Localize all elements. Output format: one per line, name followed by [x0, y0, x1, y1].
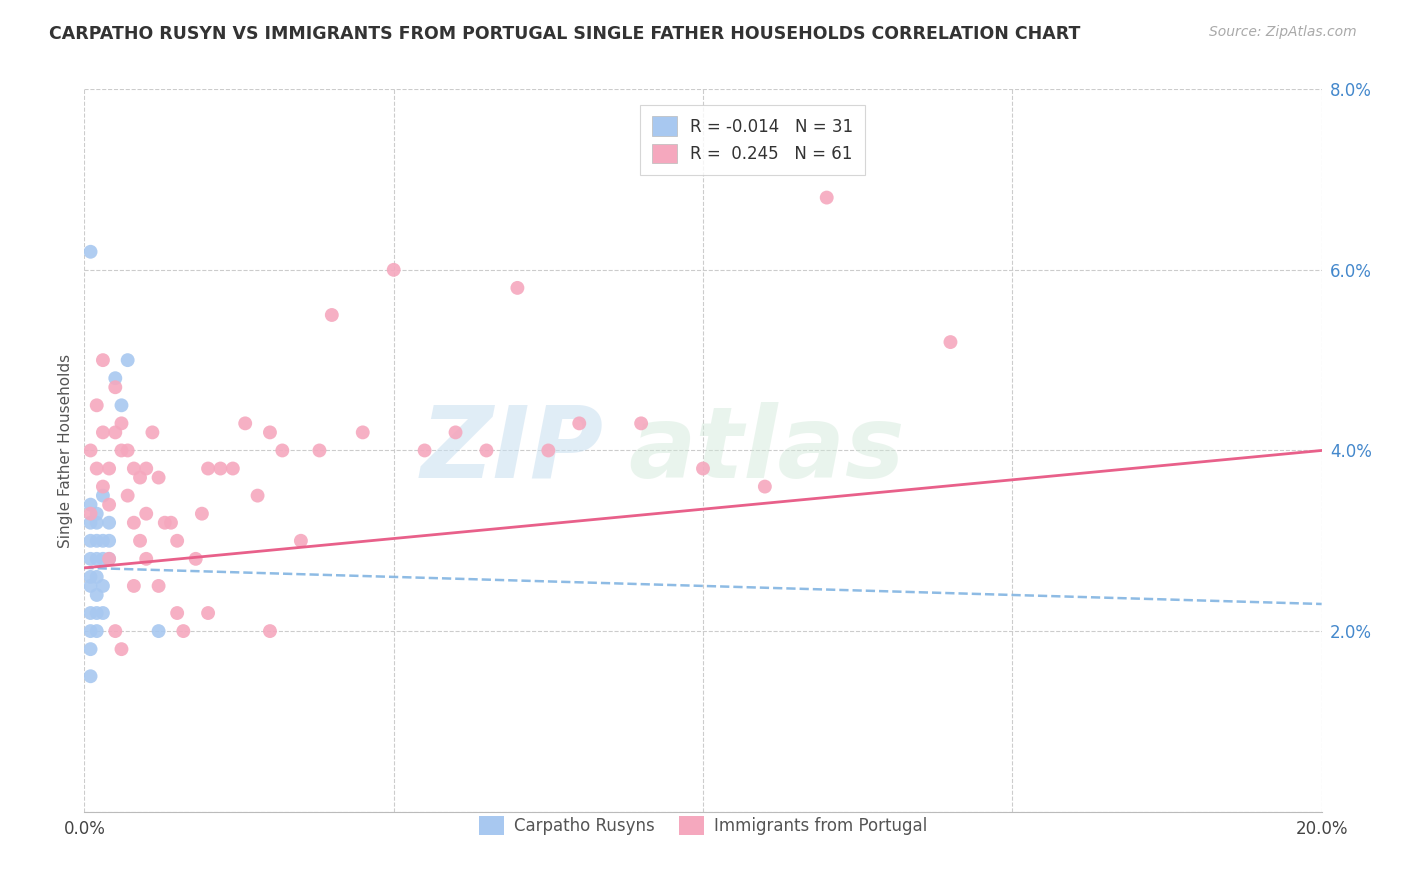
Point — [98, 461, 121, 475]
Point — [86, 588, 108, 602]
Point — [86, 507, 108, 521]
Point — [129, 533, 152, 548]
Point — [246, 489, 269, 503]
Point — [506, 281, 529, 295]
Point — [122, 461, 145, 475]
Point — [117, 489, 139, 503]
Point — [191, 507, 214, 521]
Point — [86, 516, 108, 530]
Point — [91, 606, 114, 620]
Point — [98, 498, 121, 512]
Point — [233, 417, 256, 431]
Point — [79, 498, 101, 512]
Point — [104, 425, 127, 440]
Legend: Carpatho Rusyns, Immigrants from Portugal: Carpatho Rusyns, Immigrants from Portuga… — [470, 807, 936, 843]
Point — [110, 642, 132, 657]
Point — [91, 425, 114, 440]
Point — [79, 516, 101, 530]
Point — [537, 443, 560, 458]
Point — [104, 624, 127, 639]
Point — [172, 624, 194, 639]
Point — [308, 443, 330, 458]
Point — [352, 425, 374, 440]
Point — [122, 579, 145, 593]
Point — [91, 533, 114, 548]
Point — [141, 425, 163, 440]
Point — [382, 262, 405, 277]
Point — [98, 533, 121, 548]
Point — [815, 190, 838, 204]
Point — [91, 579, 114, 593]
Point — [166, 606, 188, 620]
Point — [259, 425, 281, 440]
Text: ZIP: ZIP — [420, 402, 605, 499]
Point — [79, 606, 101, 620]
Point — [148, 579, 170, 593]
Point — [79, 551, 101, 566]
Point — [79, 642, 101, 657]
Point — [104, 380, 127, 394]
Point — [79, 244, 101, 259]
Point — [91, 489, 114, 503]
Point — [754, 480, 776, 494]
Point — [98, 551, 121, 566]
Point — [321, 308, 343, 322]
Point — [79, 624, 101, 639]
Point — [86, 570, 108, 584]
Point — [91, 551, 114, 566]
Point — [86, 606, 108, 620]
Point — [86, 551, 108, 566]
Point — [568, 417, 591, 431]
Text: CARPATHO RUSYN VS IMMIGRANTS FROM PORTUGAL SINGLE FATHER HOUSEHOLDS CORRELATION : CARPATHO RUSYN VS IMMIGRANTS FROM PORTUG… — [49, 25, 1081, 43]
Point — [413, 443, 436, 458]
Point — [86, 398, 108, 412]
Point — [79, 443, 101, 458]
Point — [135, 461, 157, 475]
Point — [475, 443, 498, 458]
Point — [98, 516, 121, 530]
Point — [290, 533, 312, 548]
Point — [86, 624, 108, 639]
Point — [197, 461, 219, 475]
Point — [184, 551, 207, 566]
Point — [79, 669, 101, 683]
Point — [110, 443, 132, 458]
Point — [148, 470, 170, 484]
Point — [135, 551, 157, 566]
Point — [79, 507, 101, 521]
Point — [86, 461, 108, 475]
Point — [129, 470, 152, 484]
Point — [197, 606, 219, 620]
Point — [148, 624, 170, 639]
Point — [259, 624, 281, 639]
Point — [630, 417, 652, 431]
Point — [444, 425, 467, 440]
Point — [939, 334, 962, 349]
Point — [692, 461, 714, 475]
Point — [79, 533, 101, 548]
Point — [122, 516, 145, 530]
Point — [79, 570, 101, 584]
Text: Source: ZipAtlas.com: Source: ZipAtlas.com — [1209, 25, 1357, 39]
Point — [98, 551, 121, 566]
Point — [110, 398, 132, 412]
Point — [117, 353, 139, 368]
Point — [79, 579, 101, 593]
Point — [153, 516, 176, 530]
Point — [110, 417, 132, 431]
Point — [160, 516, 183, 530]
Text: atlas: atlas — [628, 402, 905, 499]
Point — [209, 461, 232, 475]
Point — [166, 533, 188, 548]
Point — [104, 371, 127, 385]
Point — [86, 533, 108, 548]
Point — [91, 353, 114, 368]
Y-axis label: Single Father Households: Single Father Households — [58, 353, 73, 548]
Point — [222, 461, 245, 475]
Point — [91, 480, 114, 494]
Point — [117, 443, 139, 458]
Point — [135, 507, 157, 521]
Point — [271, 443, 294, 458]
